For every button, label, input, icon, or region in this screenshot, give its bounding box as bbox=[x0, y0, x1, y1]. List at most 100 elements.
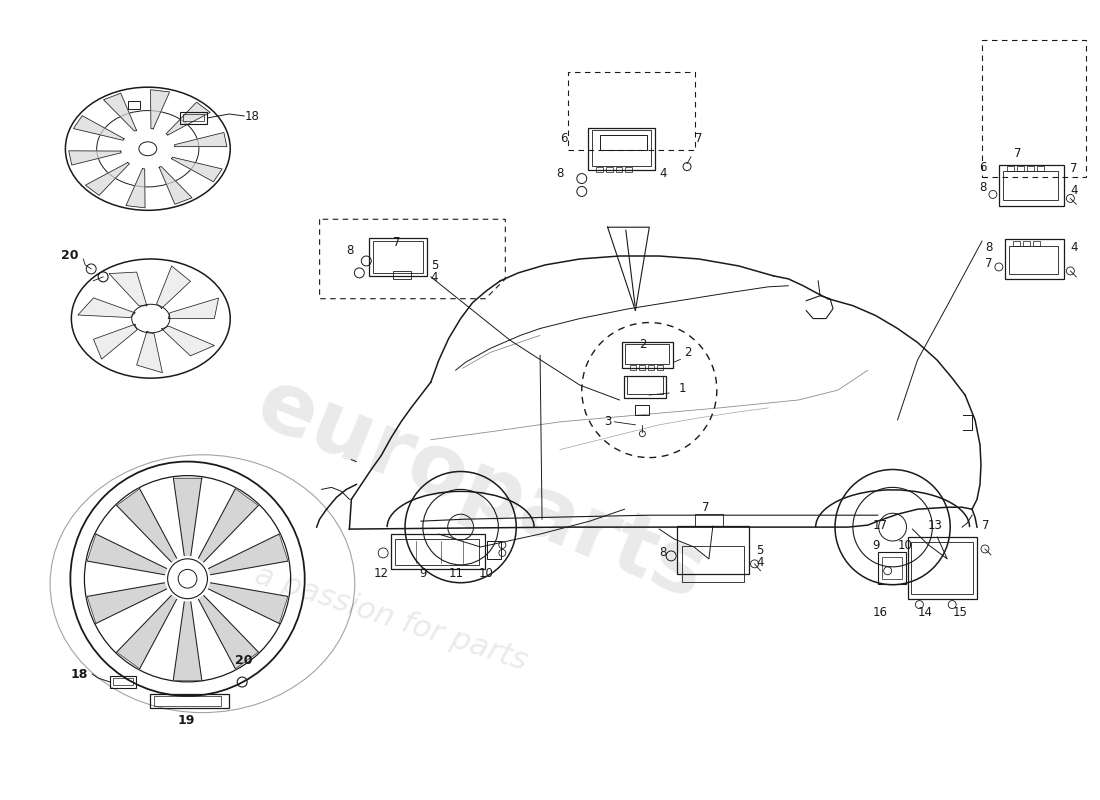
Bar bbox=[1036, 166, 1044, 170]
Bar bbox=[1013, 241, 1020, 246]
Text: 2: 2 bbox=[639, 338, 647, 351]
Text: 14: 14 bbox=[917, 606, 933, 619]
Bar bbox=[999, 165, 1065, 206]
Text: 7: 7 bbox=[984, 257, 992, 270]
Bar bbox=[908, 537, 977, 598]
Bar bbox=[110, 676, 136, 688]
Text: 8: 8 bbox=[659, 546, 667, 559]
Text: 16: 16 bbox=[872, 606, 888, 619]
Text: 17: 17 bbox=[872, 519, 888, 532]
Bar bbox=[682, 546, 744, 582]
Text: 13: 13 bbox=[927, 519, 943, 532]
Polygon shape bbox=[151, 90, 169, 129]
Polygon shape bbox=[174, 478, 201, 555]
Bar bbox=[1003, 170, 1058, 200]
Text: 18: 18 bbox=[245, 110, 260, 123]
Bar bbox=[113, 678, 133, 685]
Text: europarts: europarts bbox=[244, 362, 717, 617]
Polygon shape bbox=[162, 326, 214, 356]
Bar bbox=[592, 130, 651, 166]
Text: 9: 9 bbox=[419, 566, 427, 580]
Text: 2: 2 bbox=[684, 346, 692, 359]
Text: 9: 9 bbox=[872, 539, 880, 552]
Bar bbox=[1026, 166, 1034, 170]
Bar bbox=[1023, 241, 1030, 246]
Polygon shape bbox=[160, 166, 192, 204]
Polygon shape bbox=[117, 596, 176, 669]
Text: 10: 10 bbox=[898, 539, 912, 552]
Polygon shape bbox=[166, 102, 210, 135]
Text: 20: 20 bbox=[62, 249, 79, 262]
Polygon shape bbox=[209, 534, 288, 574]
Text: 8: 8 bbox=[556, 166, 563, 179]
Bar bbox=[183, 114, 205, 121]
Bar bbox=[621, 342, 673, 368]
Bar bbox=[982, 39, 1087, 177]
Bar bbox=[392, 534, 485, 569]
Bar bbox=[658, 366, 663, 370]
Bar bbox=[625, 376, 667, 398]
Text: 7: 7 bbox=[393, 236, 400, 249]
Text: 5: 5 bbox=[757, 544, 763, 557]
Text: 8: 8 bbox=[979, 182, 987, 194]
Bar bbox=[626, 166, 632, 171]
Bar bbox=[587, 128, 656, 170]
Bar bbox=[912, 542, 974, 594]
Bar bbox=[630, 366, 637, 370]
Text: 12: 12 bbox=[373, 566, 388, 580]
Polygon shape bbox=[86, 162, 130, 195]
Text: 7: 7 bbox=[702, 502, 710, 514]
Polygon shape bbox=[117, 489, 176, 562]
Bar bbox=[695, 514, 723, 526]
Text: 7: 7 bbox=[1070, 162, 1078, 174]
Text: 4: 4 bbox=[1070, 241, 1078, 254]
Polygon shape bbox=[172, 158, 222, 182]
Bar bbox=[878, 552, 905, 584]
Text: 4: 4 bbox=[757, 556, 764, 569]
Text: 20: 20 bbox=[235, 654, 253, 667]
Text: 4: 4 bbox=[659, 166, 667, 179]
Bar bbox=[154, 696, 221, 706]
Text: 7: 7 bbox=[982, 519, 990, 532]
Polygon shape bbox=[198, 596, 258, 669]
Bar bbox=[636, 405, 649, 415]
Polygon shape bbox=[68, 151, 121, 165]
Text: 7: 7 bbox=[1014, 146, 1021, 160]
Bar bbox=[179, 112, 208, 124]
Bar bbox=[1004, 239, 1065, 279]
Bar bbox=[596, 166, 603, 171]
Text: 19: 19 bbox=[177, 714, 195, 726]
Text: 1: 1 bbox=[679, 382, 686, 395]
Bar bbox=[1009, 246, 1058, 274]
Text: 4: 4 bbox=[1070, 185, 1078, 198]
Text: 11: 11 bbox=[449, 566, 464, 580]
Bar bbox=[882, 557, 902, 578]
Polygon shape bbox=[209, 583, 288, 623]
Bar bbox=[639, 366, 646, 370]
Polygon shape bbox=[168, 298, 219, 318]
Bar bbox=[627, 376, 663, 394]
Polygon shape bbox=[109, 272, 147, 306]
Bar bbox=[150, 694, 229, 708]
Bar bbox=[616, 166, 623, 171]
Text: 8: 8 bbox=[984, 241, 992, 254]
Polygon shape bbox=[136, 331, 163, 373]
Bar bbox=[128, 101, 140, 109]
Text: 18: 18 bbox=[70, 668, 88, 681]
Polygon shape bbox=[74, 116, 124, 140]
Text: 5: 5 bbox=[431, 259, 438, 272]
Polygon shape bbox=[94, 324, 136, 359]
Text: 8: 8 bbox=[346, 244, 354, 257]
Bar bbox=[678, 526, 749, 574]
Polygon shape bbox=[87, 583, 166, 623]
Polygon shape bbox=[87, 534, 166, 574]
Text: 4: 4 bbox=[431, 271, 438, 284]
Bar bbox=[487, 541, 502, 559]
Text: 7: 7 bbox=[695, 132, 703, 145]
Bar bbox=[373, 241, 422, 273]
Bar bbox=[600, 135, 647, 150]
Polygon shape bbox=[174, 602, 201, 680]
Polygon shape bbox=[126, 169, 145, 208]
Bar bbox=[648, 366, 654, 370]
Polygon shape bbox=[198, 489, 258, 562]
